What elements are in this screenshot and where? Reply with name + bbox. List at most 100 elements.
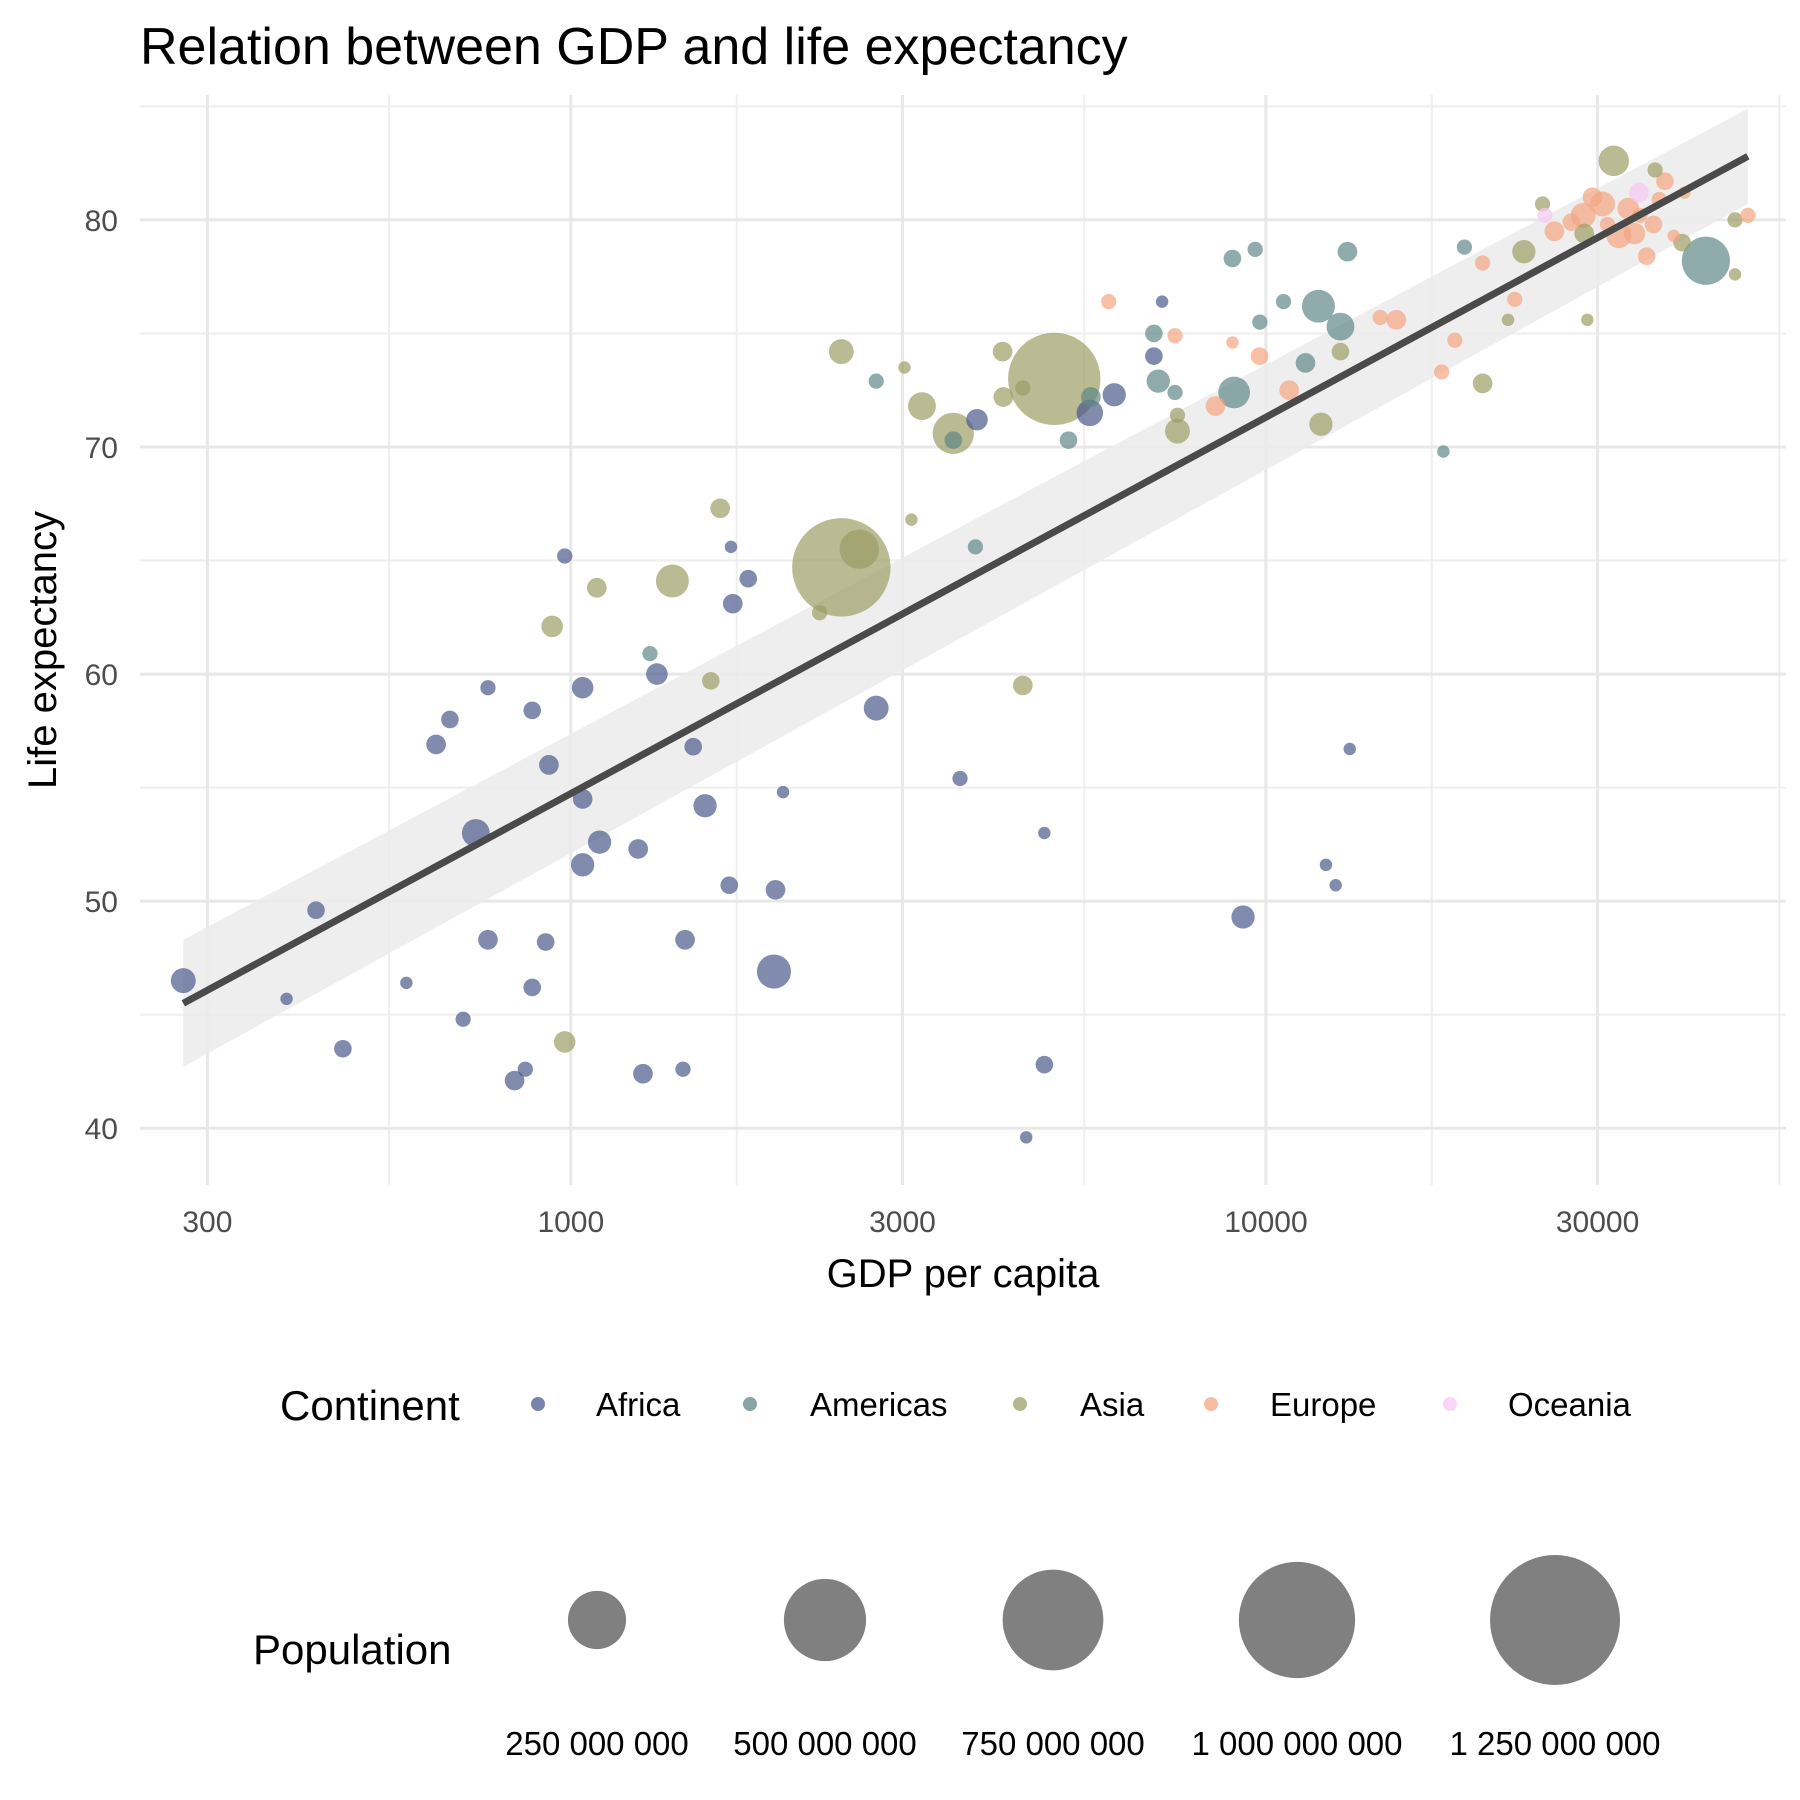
data-point-europe xyxy=(1644,215,1663,234)
data-point-africa xyxy=(1102,383,1126,407)
data-point-europe xyxy=(1562,213,1581,231)
data-point-africa xyxy=(1231,905,1255,929)
population-key-circle xyxy=(1490,1555,1620,1685)
legend-key-americas xyxy=(743,1397,757,1411)
population-key-label: 500 000 000 xyxy=(733,1725,917,1762)
data-point-asia xyxy=(1728,268,1742,281)
data-point-europe xyxy=(1250,347,1269,365)
data-point-europe xyxy=(1279,380,1300,401)
data-point-africa xyxy=(571,676,594,699)
data-point-americas xyxy=(1337,241,1358,262)
data-point-africa xyxy=(170,968,196,994)
data-point-americas xyxy=(1301,289,1335,323)
data-point-africa xyxy=(539,755,559,775)
data-point-americas xyxy=(1437,445,1450,458)
data-point-africa xyxy=(1076,399,1104,427)
data-point-americas xyxy=(868,373,884,389)
data-point-africa xyxy=(646,663,668,685)
data-point-asia xyxy=(710,498,730,519)
data-point-africa xyxy=(724,540,738,554)
data-point-americas xyxy=(1252,314,1268,330)
data-point-africa xyxy=(426,734,446,755)
data-point-asia xyxy=(1015,380,1031,396)
trend-line xyxy=(181,153,1750,1007)
continent-legend-title: Continent xyxy=(280,1382,460,1429)
trend-line-layer xyxy=(181,153,1750,1007)
data-point-americas xyxy=(1223,249,1242,268)
data-point-asia xyxy=(586,577,607,598)
data-point-americas xyxy=(1145,324,1163,343)
legend-label-europe: Europe xyxy=(1270,1386,1376,1423)
data-point-asia xyxy=(992,341,1013,362)
data-point-africa xyxy=(684,737,703,756)
population-key-label: 1 250 000 000 xyxy=(1449,1725,1660,1762)
x-tick-label: 3000 xyxy=(869,1206,936,1239)
data-point-europe xyxy=(1667,229,1680,243)
data-point-americas xyxy=(1681,236,1731,285)
data-point-africa xyxy=(523,701,542,720)
data-point-africa xyxy=(722,593,743,614)
data-point-africa xyxy=(557,548,573,564)
data-point-americas xyxy=(1275,294,1292,310)
data-point-africa xyxy=(1019,1131,1033,1144)
y-tick-label: 50 xyxy=(85,886,118,919)
data-point-africa xyxy=(478,929,498,950)
data-point-africa xyxy=(952,770,968,787)
confidence-band xyxy=(183,108,1748,1067)
legend-label-oceania: Oceania xyxy=(1508,1386,1632,1423)
data-point-asia xyxy=(1008,332,1101,426)
y-tick-label: 80 xyxy=(85,205,118,238)
data-point-africa xyxy=(863,695,889,721)
data-point-asia xyxy=(1013,675,1033,696)
data-point-asia xyxy=(1169,407,1186,423)
data-point-americas xyxy=(642,646,658,662)
data-point-asia xyxy=(1331,342,1350,361)
legend-key-asia xyxy=(1013,1397,1027,1411)
data-point-europe xyxy=(1372,309,1388,326)
legend-key-oceania xyxy=(1443,1397,1457,1411)
population-key-label: 250 000 000 xyxy=(505,1725,689,1762)
data-point-africa xyxy=(441,710,459,729)
data-point-africa xyxy=(523,978,542,997)
data-point-asia xyxy=(812,605,828,621)
data-point-africa xyxy=(1035,1055,1054,1074)
data-point-asia xyxy=(993,387,1014,407)
population-key-circle xyxy=(1238,1561,1356,1679)
data-point-americas xyxy=(1326,312,1355,341)
data-point-europe xyxy=(1101,294,1117,310)
data-point-oceania xyxy=(1537,207,1553,223)
data-point-africa xyxy=(1038,826,1051,840)
data-point-africa xyxy=(628,839,649,859)
data-point-africa xyxy=(1145,347,1163,365)
legend-label-americas: Americas xyxy=(810,1386,948,1423)
data-point-africa xyxy=(720,876,739,895)
confidence-band-layer xyxy=(183,108,1748,1067)
data-point-europe xyxy=(1226,336,1239,349)
data-point-africa xyxy=(633,1063,653,1084)
legend-label-asia: Asia xyxy=(1080,1386,1145,1423)
data-point-asia xyxy=(1534,196,1551,212)
data-point-africa xyxy=(280,992,293,1006)
data-point-europe xyxy=(1447,332,1463,348)
data-point-americas xyxy=(1059,431,1078,449)
data-point-americas xyxy=(944,431,963,449)
data-point-americas xyxy=(1295,353,1316,373)
data-point-europe xyxy=(1582,187,1603,208)
x-axis-title: GDP per capita xyxy=(827,1252,1100,1296)
data-point-asia xyxy=(905,513,918,526)
data-point-africa xyxy=(400,976,413,990)
data-point-africa xyxy=(765,879,786,900)
data-point-africa xyxy=(334,1039,352,1058)
legend-key-africa xyxy=(531,1397,545,1411)
data-point-africa xyxy=(587,830,612,854)
data-point-africa xyxy=(739,569,758,588)
axis-ticks: 300 1000 3000 10000 30000 40 50 60 70 80 xyxy=(85,205,1640,1239)
data-point-asia xyxy=(1598,145,1629,177)
data-point-americas xyxy=(1218,376,1250,409)
data-point-americas xyxy=(1456,239,1473,255)
data-point-africa xyxy=(756,954,792,989)
data-point-asia xyxy=(1501,313,1515,327)
data-point-africa xyxy=(571,853,595,877)
data-point-asia xyxy=(828,339,854,365)
